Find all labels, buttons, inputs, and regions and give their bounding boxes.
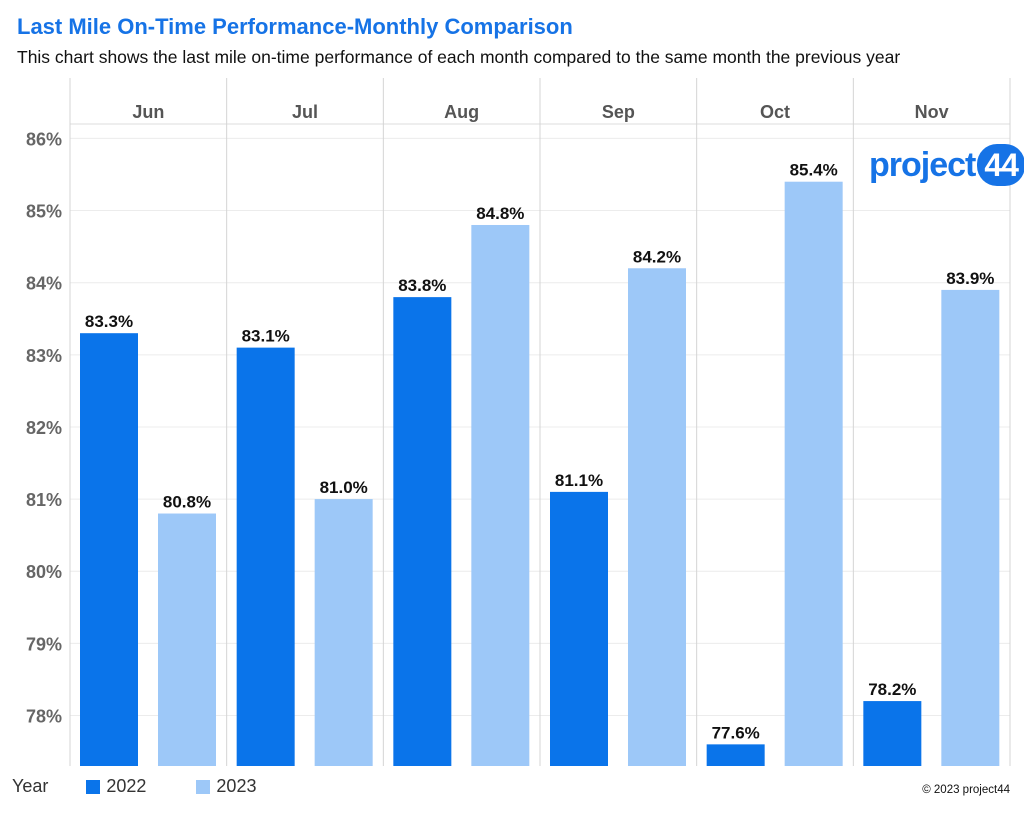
chart-title: Last Mile On-Time Performance-Monthly Co… (17, 14, 573, 39)
project44-logo: project 44 (869, 144, 1024, 186)
legend-item-2022[interactable]: 2022 (86, 776, 146, 797)
data-label-2023-jun: 80.8% (163, 493, 211, 512)
data-label-2022-nov: 78.2% (868, 680, 916, 699)
category-label-jun: Jun (132, 102, 164, 122)
data-label-2023-nov: 83.9% (946, 269, 994, 288)
bar-2022-aug (393, 297, 452, 766)
y-tick-label: 85% (26, 202, 62, 222)
legend-item-2023[interactable]: 2023 (196, 776, 256, 797)
legend-title: Year (12, 776, 49, 796)
y-tick-label: 82% (26, 418, 62, 438)
bar-2023-jul (314, 499, 373, 766)
y-tick-label: 84% (26, 274, 62, 294)
bar-2022-oct (706, 744, 765, 766)
category-label-oct: Oct (760, 102, 790, 122)
category-label-sep: Sep (602, 102, 635, 122)
bar-2022-nov (863, 701, 922, 766)
bar-2023-oct (784, 181, 843, 766)
data-label-2023-aug: 84.8% (476, 204, 524, 223)
data-label-2022-oct: 77.6% (712, 723, 760, 742)
copyright-text: © 2023 project44 (922, 784, 1010, 796)
data-label-2023-jul: 81.0% (320, 478, 368, 497)
logo-number: 44 (977, 144, 1024, 186)
legend-swatch-2022 (86, 779, 101, 794)
bar-2023-nov (941, 289, 1000, 766)
data-label-2022-jul: 83.1% (242, 327, 290, 346)
legend-label-2022: 2022 (106, 776, 147, 796)
y-tick-label: 78% (26, 707, 62, 727)
data-label-2023-sep: 84.2% (633, 247, 681, 266)
category-label-nov: Nov (915, 102, 949, 122)
bar-2023-sep (628, 268, 686, 766)
category-label-jul: Jul (292, 102, 318, 122)
legend-label-2023: 2023 (216, 776, 257, 796)
chart-subtitle: This chart shows the last mile on-time p… (17, 47, 901, 67)
bar-2023-aug (471, 224, 530, 766)
category-label-aug: Aug (444, 102, 479, 122)
data-label-2022-sep: 81.1% (555, 471, 603, 490)
y-tick-label: 86% (26, 129, 62, 149)
bar-2023-jun (158, 513, 216, 766)
bar-2022-sep (550, 491, 608, 766)
bar-2022-jun (80, 333, 138, 766)
y-tick-label: 81% (26, 490, 62, 510)
legend: Year 2022 2023 (12, 776, 306, 797)
data-label-2022-aug: 83.8% (398, 276, 446, 295)
logo-text: project (869, 145, 976, 184)
y-tick-label: 80% (26, 562, 62, 582)
legend-swatch-2023 (196, 779, 211, 794)
bar-2022-jul (236, 347, 295, 766)
y-tick-label: 79% (26, 634, 62, 654)
data-label-2022-jun: 83.3% (85, 312, 133, 331)
data-label-2023-oct: 85.4% (790, 161, 838, 180)
y-tick-label: 83% (26, 346, 62, 366)
